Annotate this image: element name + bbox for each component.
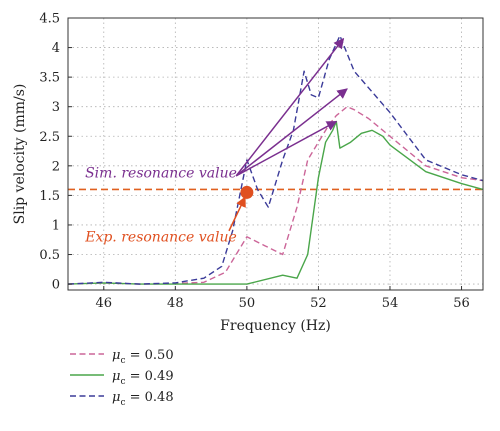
y-tick-label: 1 [52,218,60,233]
x-tick-label: 46 [96,296,113,311]
legend-label-1: μc = 0.49 [112,369,174,387]
experiment-point [240,185,254,199]
axes: 46 48 50 52 54 56 0 0.5 1 1.5 2 2.5 3 3.5 4 4.5 Frequenc… [12,12,484,334]
x-axis-label: Frequency (Hz) [220,318,331,334]
legend-label-2: μc = 0.48 [112,390,174,408]
legend: μc = 0.50 μc = 0.49 μc = 0.48 [70,348,174,408]
series-line-1 [68,120,483,285]
x-tick-label: 50 [239,296,256,311]
annotation-label-0: Sim. resonance value [85,166,237,182]
annotation-arrow-0-1 [235,88,348,177]
y-tick-label: 0.5 [39,248,60,263]
y-tick-label: 1.5 [39,189,60,204]
x-tick-label: 52 [310,296,327,311]
y-tick-label: 3.5 [39,71,60,86]
annotations-layer: Sim. resonance value Exp. resonance value [84,37,348,246]
y-tick-label: 0 [52,278,60,293]
y-tick-label: 4 [52,41,60,56]
annotation-arrow-0-2 [235,120,338,177]
x-tick-label: 48 [167,296,184,311]
grid [68,17,483,290]
y-tick-label: 4.5 [39,12,60,27]
x-tick-label: 56 [453,296,470,311]
y-tick-label: 3 [52,100,60,115]
x-tick-label: 54 [382,296,399,311]
series-layer [68,35,483,285]
series-line-0 [68,105,483,285]
y-tick-label: 2 [52,159,60,174]
annotation-label-1: Exp. resonance value [84,230,237,246]
plot-frame [67,17,484,291]
y-tick-label: 2.5 [39,130,60,145]
y-axis-label: Slip velocity (mm/s) [12,84,28,225]
series-line-2 [68,35,483,285]
annotation-arrow-1-0 [228,196,246,232]
legend-label-0: μc = 0.50 [112,348,174,366]
annotation-arrow-0-0 [235,37,345,177]
